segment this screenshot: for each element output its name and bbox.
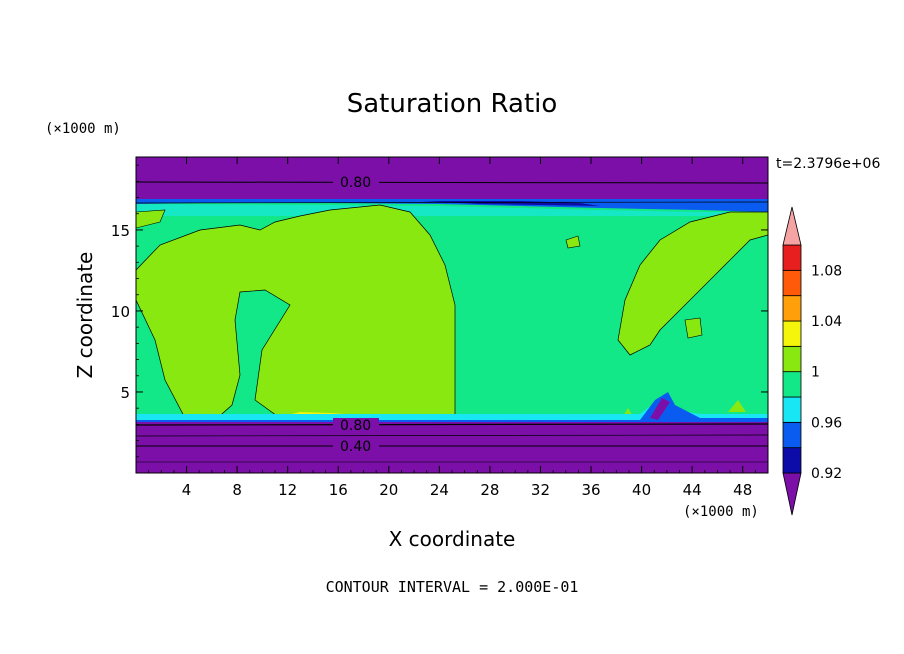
time-label: t=2.3796e+06 <box>776 156 880 172</box>
colorbar: 1.08 1.04 1 0.96 0.92 <box>782 206 842 516</box>
colorbar-swatch <box>782 244 802 271</box>
colorbar-swatch <box>782 447 802 474</box>
x-axis-ticks: 4 8 12 16 20 24 28 32 36 40 44 48 <box>148 157 756 499</box>
colorbar-swatch <box>782 371 802 398</box>
colorbar-swatch <box>782 345 802 373</box>
colorbar-label: 1 <box>811 365 820 381</box>
lower-cyan-band <box>136 395 768 422</box>
contour-080-upper <box>136 181 768 184</box>
supersaturated-patch-right <box>684 317 703 339</box>
contour-interval-note: CONTOUR INTERVAL = 2.000E-01 <box>326 578 579 596</box>
x-axis-unit: (×1000 m) <box>683 504 759 520</box>
supersaturated-region-right <box>617 211 768 356</box>
supersaturated-patch-left <box>136 209 166 229</box>
label-bg-2 <box>333 418 379 432</box>
x-tick-label: 12 <box>278 481 297 499</box>
colorbar-label: 0.96 <box>811 415 842 431</box>
x-tick-label: 40 <box>632 481 651 499</box>
x-tick-label: 44 <box>683 481 702 499</box>
x-axis-label: X coordinate <box>389 527 516 551</box>
x-tick-label: 4 <box>182 481 192 499</box>
colorbar-swatch <box>782 295 802 322</box>
contour-label-080-upper: 0.80 <box>340 175 371 191</box>
colorbar-min-arrow <box>782 472 802 516</box>
colorbar-label: 1.04 <box>811 314 842 330</box>
colorbar-label: 1.08 <box>811 263 842 279</box>
colorbar-swatch <box>782 396 802 423</box>
supersaturated-blob <box>136 204 456 421</box>
contour-020-lower <box>136 461 768 463</box>
y-tick-label: 15 <box>111 222 130 240</box>
y-axis-unit: (×1000 m) <box>45 121 121 137</box>
label-bg-1 <box>333 175 379 189</box>
upper-cyan-band <box>136 204 768 216</box>
y-tick-label: 10 <box>111 303 130 321</box>
chart-title: Saturation Ratio <box>347 89 558 119</box>
x-tick-label: 36 <box>581 481 600 499</box>
x-tick-label: 8 <box>232 481 242 499</box>
contour-label-040: 0.40 <box>340 439 371 455</box>
lower-blue-band <box>136 392 768 424</box>
y-axis-label: Z coordinate <box>73 252 97 379</box>
x-tick-label: 20 <box>379 481 398 499</box>
lower-dry-region <box>136 422 768 473</box>
label-bg-3 <box>333 439 379 453</box>
colorbar-max-arrow <box>782 206 802 246</box>
x-tick-label: 24 <box>430 481 449 499</box>
supersaturated-spike-a <box>728 400 746 412</box>
upper-dry-region <box>136 157 768 199</box>
contour-040-lower <box>136 445 768 447</box>
x-tick-label: 48 <box>733 481 752 499</box>
x-tick-label: 32 <box>531 481 550 499</box>
contour-label-080-lower: 0.80 <box>340 418 371 434</box>
contour-080-lower <box>136 423 768 426</box>
x-tick-label: 16 <box>329 481 348 499</box>
colorbar-swatch <box>782 269 802 297</box>
colorbar-swatch <box>782 421 802 449</box>
y-tick-label: 5 <box>120 384 130 402</box>
contour-field: 0.80 0.80 0.40 <box>136 157 768 473</box>
y-axis-ticks: 5 10 15 <box>111 164 768 458</box>
lower-intrusion <box>650 398 670 420</box>
supersaturated-patch-mid <box>565 235 581 249</box>
x-tick-label: 28 <box>480 481 499 499</box>
colorbar-label: 0.92 <box>811 466 842 482</box>
colorbar-swatch <box>782 320 802 347</box>
